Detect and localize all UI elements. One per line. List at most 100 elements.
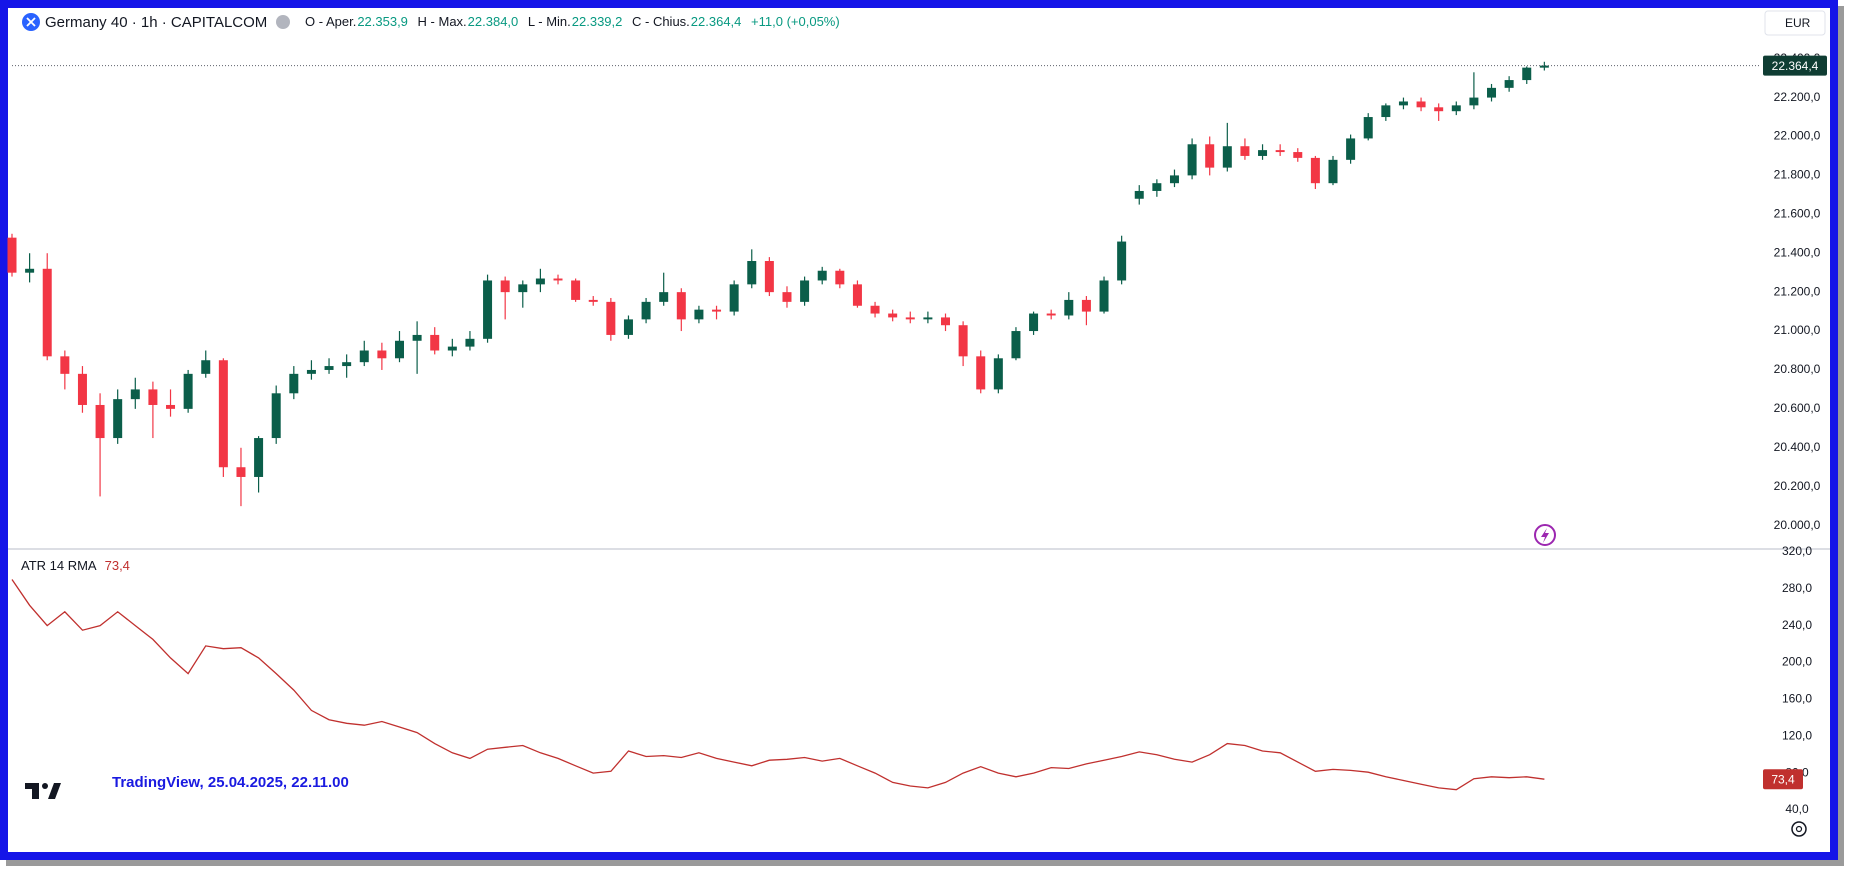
candle-body bbox=[1416, 101, 1426, 108]
candle-body bbox=[394, 340, 404, 359]
y-tick-label: 20.600,0 bbox=[1774, 401, 1821, 415]
candle-body bbox=[7, 237, 17, 273]
legend-value: 22.353,9 bbox=[357, 14, 408, 29]
candle-body bbox=[113, 399, 123, 439]
candle-body bbox=[694, 309, 704, 320]
candle-body bbox=[729, 284, 739, 312]
candle-body bbox=[764, 261, 774, 293]
tradingview-logo[interactable] bbox=[25, 783, 61, 799]
indicator-title: ATR 14 RMA bbox=[21, 558, 97, 573]
candle-body bbox=[1134, 190, 1144, 199]
candle-body bbox=[1451, 105, 1461, 112]
candle-body bbox=[1310, 157, 1320, 184]
candle-body bbox=[60, 356, 70, 374]
candle-body bbox=[870, 305, 880, 314]
candle-body bbox=[289, 373, 299, 394]
candle-body bbox=[148, 389, 158, 405]
y-tick-label: 20.400,0 bbox=[1774, 440, 1821, 454]
candle-body bbox=[166, 404, 176, 409]
candle-body bbox=[500, 280, 510, 293]
candle-body bbox=[1046, 313, 1056, 316]
chart-title[interactable]: Germany 40 · 1h · CAPITALCOM bbox=[45, 14, 267, 31]
candle-body bbox=[835, 270, 845, 285]
logo-part bbox=[25, 783, 39, 799]
indicator-value: 73,4 bbox=[105, 558, 130, 573]
candle-body bbox=[976, 356, 986, 390]
candle-body bbox=[676, 292, 686, 320]
candle-body bbox=[817, 270, 827, 281]
last-price-tag bbox=[1763, 55, 1827, 76]
indicator-value-label: 73,4 bbox=[1771, 772, 1795, 786]
candle-body bbox=[606, 301, 616, 335]
status-dot[interactable] bbox=[276, 15, 290, 29]
indicator-legend: ATR 14 RMA 73,4 bbox=[21, 558, 130, 573]
candle-body bbox=[271, 393, 281, 439]
currency-button[interactable] bbox=[1764, 10, 1826, 36]
candle-body bbox=[1205, 144, 1215, 168]
candle-body bbox=[77, 373, 87, 405]
candle-body bbox=[1117, 241, 1127, 281]
candle-body bbox=[1275, 150, 1285, 153]
y-tick-label: 20.000,0 bbox=[1774, 518, 1821, 532]
candle-body bbox=[1293, 152, 1303, 158]
candle-body bbox=[800, 280, 810, 302]
marks bbox=[7, 61, 1761, 791]
labels: 20.000,0 20.200,0 20.400,0 20.600,0 20.800,0… bbox=[1763, 51, 1827, 816]
candle-body bbox=[782, 292, 792, 302]
candle-body bbox=[1522, 67, 1532, 81]
y-tick-label: 21.200,0 bbox=[1774, 284, 1821, 298]
candle-body bbox=[588, 299, 598, 302]
candle-body bbox=[1099, 280, 1109, 312]
candle-body bbox=[993, 358, 1003, 390]
candle-body bbox=[1504, 80, 1514, 88]
symbol-icon-glyph bbox=[26, 17, 36, 27]
candle-body bbox=[130, 389, 140, 400]
y-tick-label: 200,0 bbox=[1782, 655, 1812, 669]
legend-value: 22.364,4 bbox=[691, 14, 742, 29]
candle-body bbox=[1029, 313, 1039, 332]
candle-body bbox=[905, 317, 915, 320]
candle-body bbox=[183, 373, 193, 409]
candle-body bbox=[623, 319, 633, 335]
candle-body bbox=[958, 325, 968, 357]
legend-label: C - Chius. bbox=[632, 14, 690, 29]
y-tick-label: 280,0 bbox=[1782, 581, 1812, 595]
y-tick-label: 22.000,0 bbox=[1774, 129, 1821, 143]
candle-body bbox=[359, 350, 369, 363]
candle-body bbox=[571, 280, 581, 300]
candle-body bbox=[1469, 97, 1479, 106]
y-tick-label: 21.800,0 bbox=[1774, 168, 1821, 182]
candle-body bbox=[1539, 65, 1549, 68]
legend-label: H - Max. bbox=[418, 14, 467, 29]
candle-body bbox=[923, 317, 933, 320]
candle-body bbox=[518, 284, 528, 293]
candle-body bbox=[254, 438, 264, 477]
legend-label: O - Aper. bbox=[305, 14, 356, 29]
chart-background bbox=[8, 8, 1830, 852]
candle-body bbox=[1258, 150, 1268, 156]
candle-body bbox=[941, 317, 951, 326]
candle-body bbox=[1222, 146, 1232, 168]
candle-body bbox=[1487, 87, 1497, 98]
candle-body bbox=[483, 280, 493, 339]
candle-body bbox=[1169, 175, 1179, 184]
logo-part bbox=[42, 783, 48, 789]
candle-body bbox=[25, 268, 35, 273]
settings-icon[interactable] bbox=[1791, 821, 1807, 837]
legend-label: L - Min. bbox=[528, 14, 571, 29]
candle-body bbox=[1363, 117, 1373, 139]
candle-body bbox=[641, 301, 651, 320]
candle-body bbox=[447, 346, 457, 351]
y-tick-label: 120,0 bbox=[1782, 728, 1812, 742]
candle-body bbox=[1152, 183, 1162, 191]
currency: EUR bbox=[1785, 16, 1811, 30]
candle-body bbox=[430, 334, 440, 351]
candle-body bbox=[1011, 331, 1021, 359]
candle-body bbox=[553, 278, 563, 281]
watermark: TradingView, 25.04.2025, 22.11.00 bbox=[112, 774, 349, 791]
legend-change: +11,0 (+0,05%) bbox=[751, 14, 840, 29]
candle-body bbox=[1240, 146, 1250, 156]
candle-body bbox=[218, 360, 228, 468]
candle-body bbox=[306, 369, 316, 374]
